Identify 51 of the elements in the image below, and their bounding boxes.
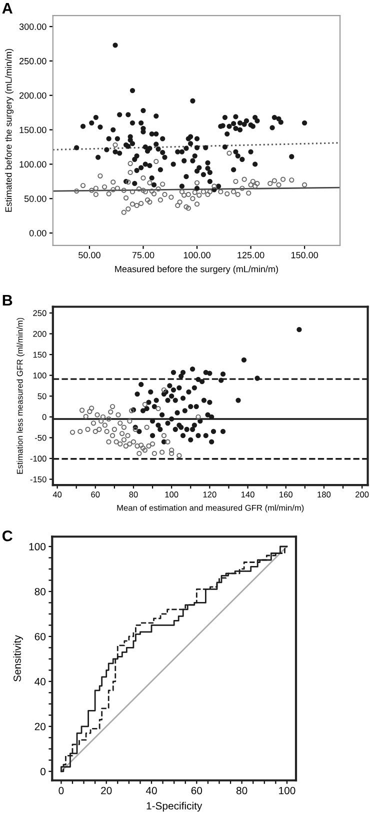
x-tick-label: 100.00	[184, 252, 210, 258]
chart-title: C	[2, 530, 12, 542]
y-tick-label: -150	[30, 476, 46, 482]
x-tick-label: 120	[203, 492, 216, 498]
x-tick-label: 60	[191, 786, 202, 794]
x-tick-label: 100	[279, 786, 296, 794]
y-tick-label: 40	[34, 678, 46, 686]
x-tick-label: 140	[241, 492, 254, 498]
x-tick-label: 80	[129, 492, 138, 498]
y-tick-label: 50.00	[24, 196, 46, 202]
y-tick-label: 250	[33, 310, 46, 316]
y-tick-label: 60	[34, 632, 46, 640]
y-tick-label: 250.00	[20, 58, 46, 64]
x-tick-label: 200	[356, 492, 369, 498]
y-tick-label: 20	[34, 722, 46, 730]
x-axis-title: 1-Specificity	[146, 802, 202, 812]
y-tick-label: 0	[42, 414, 46, 420]
x-tick-label: 80	[236, 786, 248, 794]
x-tick-label: 180	[318, 492, 331, 498]
x-axis-title: Measured before the surgery (mL/min/m)	[115, 266, 278, 274]
y-tick-label: -100	[30, 456, 46, 462]
y-tick-label: 0.00	[29, 230, 46, 236]
y-tick-label: 150	[33, 352, 46, 358]
y-axis-title: Sensitivity	[13, 635, 23, 682]
x-tick-label: 20	[101, 786, 112, 794]
y-tick-label: 100	[29, 543, 46, 550]
y-tick-label: 100	[33, 372, 46, 378]
x-tick-label: 0	[58, 786, 64, 794]
y-tick-label: 0	[40, 768, 46, 776]
y-axis-title: Estimated before the surgery (mL/min/m)	[5, 48, 14, 212]
x-tick-label: 150.00	[291, 252, 318, 258]
y-tick-label: 200	[33, 330, 46, 337]
x-tick-label: 40	[52, 492, 62, 498]
x-tick-label: 100	[165, 492, 178, 498]
x-tick-label: 75.00	[132, 252, 154, 258]
y-axis-title: Estimation less measured GFR (ml/min/m)	[16, 318, 24, 474]
y-tick-label: 200.00	[20, 92, 46, 99]
y-tick-label: -50	[34, 434, 46, 441]
y-tick-label: 300.00	[19, 24, 46, 30]
x-tick-label: 125.00	[238, 252, 264, 258]
y-tick-label: 80	[34, 588, 46, 596]
y-tick-label: 100.00	[20, 161, 46, 168]
x-axis-title: Mean of estimation and measured GFR (ml/min/m)	[117, 504, 304, 512]
x-tick-label: 50.00	[78, 252, 100, 258]
y-tick-label: 50	[38, 393, 46, 400]
y-tick-label: 150.00	[20, 126, 46, 134]
x-tick-label: 40	[146, 786, 157, 794]
x-tick-label: 60	[91, 492, 100, 498]
chart-title: B	[2, 295, 12, 306]
chart-title: A	[2, 3, 12, 14]
x-tick-label: 160	[280, 492, 292, 498]
